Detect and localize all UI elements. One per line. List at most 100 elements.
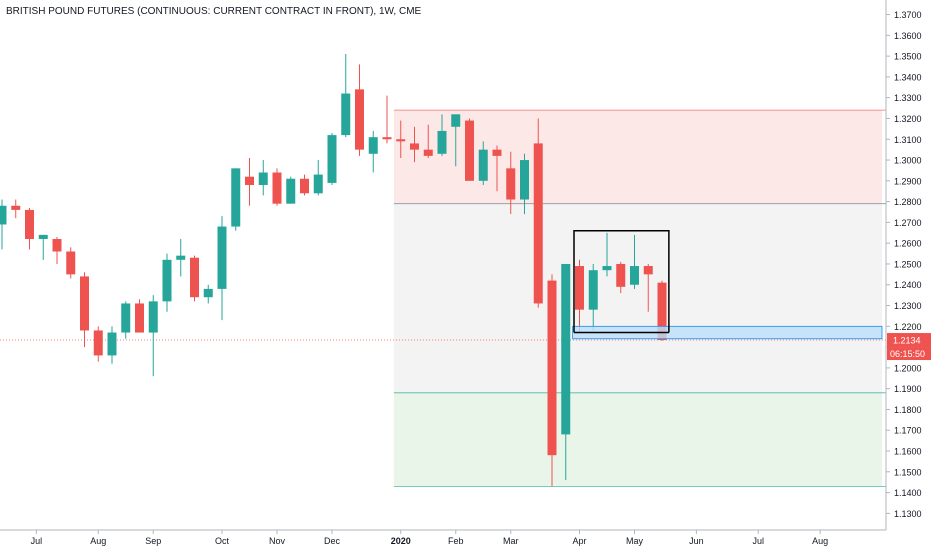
middle-zone [393,203,882,393]
chart-title: BRITISH POUND FUTURES (CONTINUOUS: CURRE… [6,6,422,17]
candle-body [396,139,406,142]
y-tick-label: 1.2800 [894,197,922,207]
candle-body [643,266,653,275]
candle-body [602,266,612,271]
candle-body [423,149,433,156]
y-axis: 1.3700 1.3600 1.3500 1.3400 1.3300 1.3200 1.31… [885,0,932,550]
y-tick-label: 1.2200 [894,322,922,332]
y-tick-label: 1.2900 [894,176,922,186]
candle-body [575,266,584,310]
candle-body [176,255,186,260]
candle-body [630,266,639,285]
candle [272,168,282,206]
candle-body [437,130,447,154]
candle [25,207,34,250]
y-tick-label: 1.3000 [894,156,922,166]
candle [630,234,639,289]
y-tick-label: 1.3700 [894,10,922,20]
candle-body [547,280,557,456]
candle [478,141,488,185]
candle-body [506,168,516,200]
candle [135,299,144,333]
y-tick-label: 1.1700 [894,426,922,436]
candle [643,263,653,312]
candle-body [327,135,337,183]
y-tick-label: 1.3300 [894,93,922,103]
candle [258,160,268,196]
support-zone [572,325,883,340]
candle [423,124,433,158]
countdown-badge [887,347,931,361]
candle [382,95,392,144]
candle-body [25,209,34,240]
candle [492,145,502,192]
candle-body [38,234,48,240]
candle-body [135,303,144,333]
candle-body [657,282,667,341]
y-tick-label: 1.2000 [894,363,922,373]
x-axis: Jul Aug Sep Oct Nov Dec 2020 Feb Mar Apr May Jun Jul… [0,529,886,550]
x-axis-bg [0,530,886,550]
short-zone [393,110,882,204]
x-tick-label: Jun [689,536,704,546]
y-tick-label: 1.1300 [894,509,922,519]
candle [561,263,571,481]
x-tick-label: Nov [269,536,286,546]
candle [286,176,296,204]
y-tick-label: 1.2600 [894,239,922,249]
y-tick-label: 1.3400 [894,72,922,82]
candle-body [286,178,296,204]
zone-layer [0,109,886,487]
candle-body [492,149,502,156]
candle-body [107,332,117,356]
y-tick-label: 1.1400 [894,488,922,498]
candle [588,263,598,331]
candle [38,234,48,260]
candle [231,168,241,231]
x-tick-label: Aug [90,536,106,546]
last-price-badge [887,333,931,348]
y-tick-label: 1.1500 [894,467,922,477]
candle [121,301,131,339]
x-tick-label: Oct [215,536,230,546]
candle [602,232,612,277]
candle-body [561,263,571,435]
candle-body [162,259,172,302]
candle [148,295,158,377]
y-tick-label: 1.2500 [894,259,922,269]
candle [80,272,89,348]
x-tick-label: 2020 [391,536,411,546]
y-axis-bg [886,0,932,550]
y-tick-label: 1.2700 [894,218,922,228]
candle [547,274,557,487]
range-box [573,229,670,333]
candle-body [313,174,323,194]
candle-body [190,257,199,298]
candle [93,326,103,362]
y-tick-label: 1.3100 [894,135,922,145]
y-tick-label: 1.1800 [894,405,922,415]
candle-body [520,160,529,200]
candle [396,120,406,158]
candle-body [410,143,419,150]
y-tick-label: 1.3600 [894,31,922,41]
y-tick-label: 1.3500 [894,52,922,62]
y-tick-label: 1.2400 [894,280,922,290]
candle [217,216,227,321]
x-tick-label: Dec [324,536,341,546]
candle [66,247,76,279]
candle [506,151,516,215]
candle-body [478,149,488,181]
candle [410,126,419,163]
y-tick-label: 1.1900 [894,384,922,394]
candle [203,284,213,304]
candle [327,133,337,185]
candle [11,199,21,219]
candle-body [465,120,474,181]
y-tick-label: 1.3200 [894,114,922,124]
candle [52,236,62,264]
x-tick-label: Jul [752,536,764,546]
candle-body [93,330,103,356]
